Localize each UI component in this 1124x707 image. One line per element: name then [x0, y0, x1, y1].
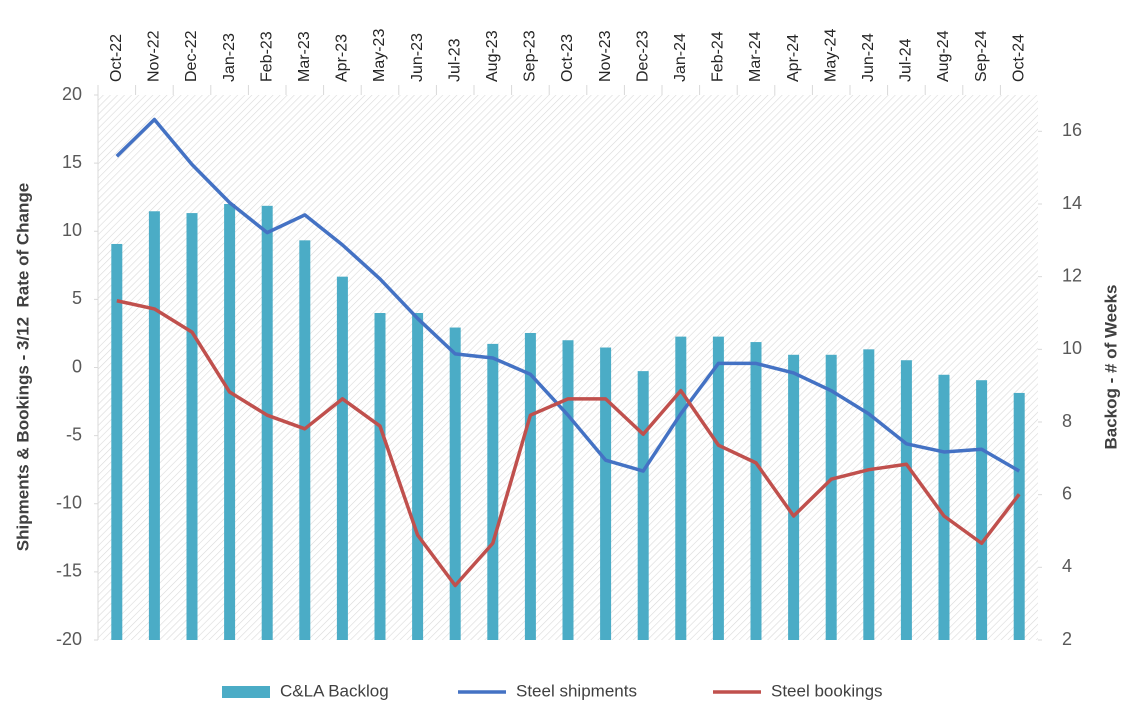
x-tick-label: Jan-24: [672, 33, 689, 82]
x-tick-label: May-23: [371, 29, 388, 82]
y2-tick-label: 14: [1062, 193, 1082, 213]
bar: [524, 332, 536, 640]
y2-tick-label: 8: [1062, 411, 1072, 431]
legend-swatch: [222, 686, 270, 698]
y-tick-label: 5: [72, 288, 82, 308]
y-tick-label: -5: [66, 424, 82, 444]
bar: [750, 342, 762, 640]
bar: [637, 371, 649, 640]
x-tick-label: Apr-24: [785, 34, 802, 82]
line: [116, 299, 1021, 588]
y2-tick-label: 10: [1062, 338, 1082, 358]
bar: [562, 340, 574, 640]
bar: [863, 349, 875, 640]
bar: [374, 313, 386, 640]
y2-tick-label: 12: [1062, 265, 1082, 285]
x-tick-label: Feb-24: [710, 31, 727, 82]
x-tick-label: Nov-23: [597, 30, 614, 82]
y-tick-label: 0: [72, 356, 82, 376]
bar: [224, 204, 236, 640]
bar: [788, 354, 800, 640]
legend-label: C&LA Backlog: [280, 681, 389, 700]
bar: [111, 243, 123, 640]
y-axis-title: Shipments & Bookings - 3/12 Rate of Chan…: [13, 183, 32, 551]
bar: [412, 313, 424, 640]
y-tick-label: 20: [62, 84, 82, 104]
x-tick-label: Mar-23: [296, 31, 313, 82]
x-tick-label: Oct-23: [559, 34, 576, 82]
x-tick-label: Jul-23: [446, 38, 463, 82]
y-tick-label: -15: [56, 561, 82, 581]
y-tick-label: 10: [62, 220, 82, 240]
bar: [675, 336, 687, 640]
bar: [186, 213, 198, 641]
y-tick-label: -10: [56, 493, 82, 513]
x-tick-label: Oct-24: [1010, 34, 1027, 82]
legend-label: Steel bookings: [771, 681, 883, 700]
bar: [299, 240, 311, 641]
y2-tick-label: 16: [1062, 120, 1082, 140]
bar: [449, 327, 461, 640]
bar: [976, 380, 988, 640]
bar: [600, 347, 612, 640]
bar: [938, 374, 950, 640]
x-tick-label: Aug-24: [935, 30, 952, 82]
x-tick-label: Feb-23: [258, 31, 275, 82]
x-tick-label: Jul-24: [898, 38, 915, 82]
bar: [712, 336, 724, 640]
x-tick-label: Mar-24: [747, 31, 764, 82]
bar: [1013, 392, 1025, 640]
y2-tick-label: 4: [1062, 556, 1072, 576]
x-tick-label: Nov-22: [146, 30, 163, 82]
x-tick-label: Sep-23: [522, 30, 539, 82]
x-tick-label: May-24: [822, 29, 839, 82]
bar: [148, 211, 160, 640]
x-tick-label: Jun-24: [860, 33, 877, 82]
y2-tick-label: 2: [1062, 629, 1072, 649]
x-tick-label: Dec-22: [183, 30, 200, 82]
y2-tick-label: 6: [1062, 483, 1072, 503]
bar: [825, 354, 837, 640]
x-tick-label: Oct-22: [108, 34, 125, 82]
bar: [336, 276, 348, 640]
legend-label: Steel shipments: [516, 681, 637, 700]
x-tick-label: Aug-23: [484, 30, 501, 82]
x-tick-label: Dec-23: [634, 30, 651, 82]
bar: [487, 343, 499, 640]
x-tick-label: Sep-24: [973, 30, 990, 82]
bar: [261, 205, 273, 641]
line: [115, 117, 1021, 473]
y-tick-label: 15: [62, 152, 82, 172]
y-tick-label: -20: [56, 629, 82, 649]
bar: [900, 360, 912, 640]
x-tick-label: Apr-23: [334, 34, 351, 82]
y2-axis-title: Backog - # of Weeks: [1101, 284, 1120, 449]
x-tick-label: Jun-23: [409, 33, 426, 82]
x-tick-label: Jan-23: [221, 33, 238, 82]
